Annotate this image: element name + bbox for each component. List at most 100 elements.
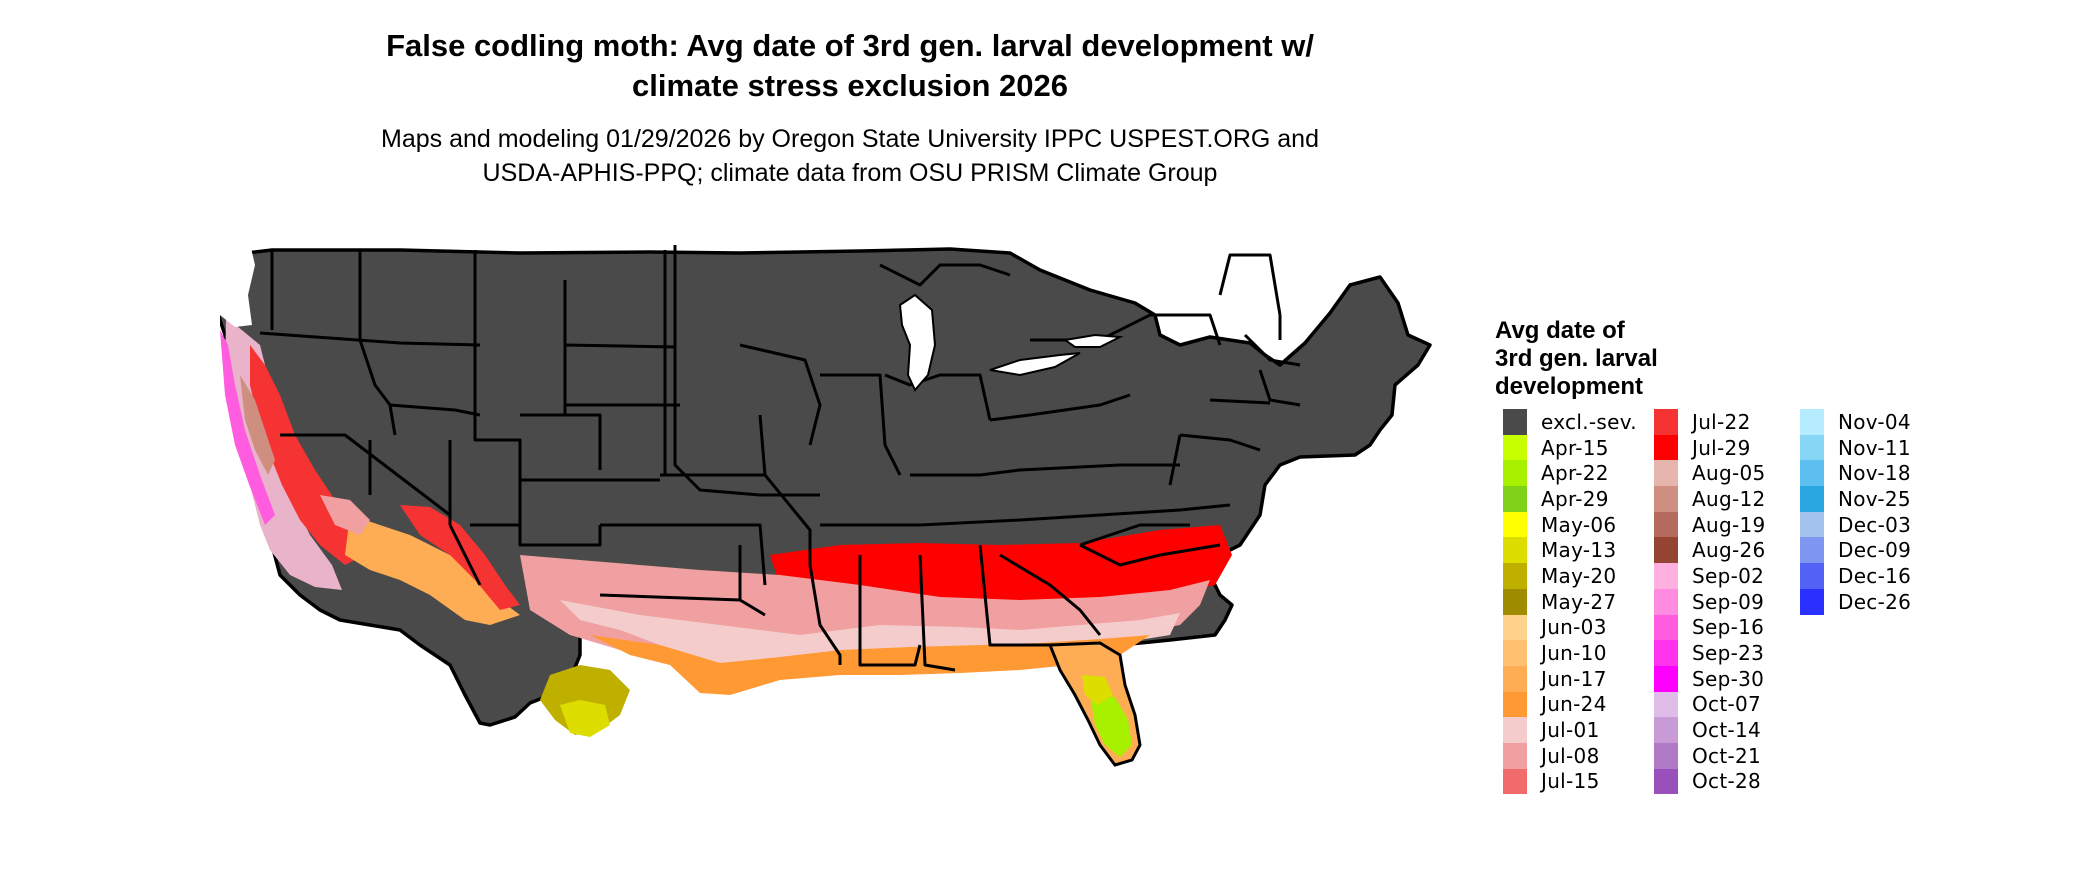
legend-column-2: Jul-22 Jul-29 Aug-05 Aug-12 Aug-19 Aug-26 Sep-… <box>1654 409 1766 795</box>
legend-swatch <box>1503 742 1527 769</box>
legend-item: Jun-17 <box>1503 665 1637 692</box>
legend-swatch <box>1800 563 1824 589</box>
legend-label: May-13 <box>1541 538 1617 563</box>
legend-item: Jul-22 <box>1654 409 1766 435</box>
legend-swatch <box>1503 537 1527 564</box>
legend-swatch <box>1800 486 1824 512</box>
legend-item: Aug-12 <box>1654 486 1766 512</box>
legend-label: Oct-07 <box>1692 692 1762 717</box>
legend-item: Aug-05 <box>1654 460 1766 487</box>
legend-label: Jun-24 <box>1541 692 1607 717</box>
legend-item: Nov-18 <box>1800 460 1911 487</box>
legend-swatch <box>1654 434 1678 461</box>
legend-swatch <box>1654 563 1678 589</box>
title-line-2: climate stress exclusion 2026 <box>632 68 1068 103</box>
legend-swatch <box>1800 588 1824 615</box>
legend-swatch <box>1800 511 1824 538</box>
legend-label: Jul-29 <box>1692 435 1751 460</box>
legend-column-1: excl.-sev. Apr-15 Apr-22 Apr-29 May-06 May-13… <box>1503 409 1637 795</box>
legend-item: Sep-30 <box>1654 665 1766 692</box>
legend-item: Apr-22 <box>1503 460 1637 487</box>
south-excluded-patch <box>530 510 565 528</box>
legend-item: Jun-03 <box>1503 614 1637 641</box>
title-line-1: False codling moth: Avg date of 3rd gen.… <box>386 28 1314 63</box>
legend-swatch <box>1654 640 1678 666</box>
legend-swatch <box>1654 486 1678 512</box>
legend-item: Apr-15 <box>1503 434 1637 461</box>
legend-item: Oct-07 <box>1654 691 1766 718</box>
legend-title: Avg date of 3rd gen. larval development <box>1495 317 1735 401</box>
legend-item: Oct-28 <box>1654 768 1766 795</box>
south-red-band <box>770 525 1232 603</box>
southwest-red <box>400 505 520 610</box>
legend-item: May-27 <box>1503 588 1637 615</box>
legend-item: Sep-09 <box>1654 588 1766 615</box>
legend-label: Aug-19 <box>1692 512 1766 537</box>
florida-south-green <box>1090 695 1132 757</box>
legend-label: Dec-16 <box>1838 563 1912 588</box>
us-map-svg <box>220 233 1432 767</box>
legend-label: Sep-16 <box>1692 615 1765 640</box>
legend-title-line-2: 3rd gen. larval <box>1495 345 1658 372</box>
lake-erie <box>989 352 1081 377</box>
legend-item: Jun-24 <box>1503 691 1637 718</box>
legend-swatch <box>1654 742 1678 769</box>
map-subtitle: Maps and modeling 01/29/2026 by Oregon S… <box>300 122 1400 190</box>
legend-item: Sep-02 <box>1654 563 1766 589</box>
legend-swatch <box>1503 640 1527 666</box>
legend-title-line-1: Avg date of <box>1495 317 1625 344</box>
map-title: False codling moth: Avg date of 3rd gen.… <box>300 26 1400 106</box>
legend-swatch <box>1654 717 1678 743</box>
legend-label: Jul-22 <box>1692 409 1751 434</box>
legend-item: Nov-11 <box>1800 434 1911 461</box>
legend-swatch <box>1800 460 1824 487</box>
legend-swatch <box>1503 691 1527 718</box>
legend-swatch <box>1503 409 1527 435</box>
legend-label: Apr-22 <box>1541 461 1609 486</box>
legend-item: Sep-16 <box>1654 614 1766 641</box>
legend-label: Aug-05 <box>1692 461 1766 486</box>
legend-item: Dec-26 <box>1800 588 1911 615</box>
legend-label: May-06 <box>1541 512 1617 537</box>
legend-swatch <box>1503 434 1527 461</box>
legend-swatch <box>1654 614 1678 641</box>
legend-label: excl.-sev. <box>1541 409 1637 434</box>
legend-swatch <box>1503 665 1527 692</box>
legend-label: Aug-26 <box>1692 538 1766 563</box>
legend-label: Sep-09 <box>1692 589 1765 614</box>
florida-south-yellow <box>1082 675 1113 705</box>
legend-item: Jun-10 <box>1503 640 1637 666</box>
southwest-desert <box>345 515 520 625</box>
california-mauve <box>240 375 275 475</box>
south-light-pink-band <box>560 600 1180 675</box>
legend-title-line-3: development <box>1495 373 1644 400</box>
state-borders <box>259 245 1301 672</box>
legend-swatch <box>1654 588 1678 615</box>
legend-item: Aug-19 <box>1654 511 1766 538</box>
legend-item: Dec-16 <box>1800 563 1911 589</box>
legend-swatch <box>1654 537 1678 564</box>
legend-item: Nov-25 <box>1800 486 1911 512</box>
us-map <box>220 225 1460 895</box>
legend-label: Jul-15 <box>1541 769 1600 794</box>
legend-swatch <box>1654 691 1678 718</box>
legend-label: Apr-29 <box>1541 486 1609 511</box>
legend-item: Oct-21 <box>1654 742 1766 769</box>
legend-label: Jun-10 <box>1541 641 1607 666</box>
subtitle-line-1: Maps and modeling 01/29/2026 by Oregon S… <box>381 125 1319 153</box>
legend-item: Apr-29 <box>1503 486 1637 512</box>
texas-coast-yellow <box>560 700 610 737</box>
legend-swatch <box>1503 460 1527 487</box>
legend-item: Dec-09 <box>1800 537 1912 564</box>
legend-label: Sep-30 <box>1692 666 1765 691</box>
california-magenta-edge <box>220 330 275 525</box>
legend-label: Dec-09 <box>1838 538 1912 563</box>
legend-label: Aug-12 <box>1692 486 1766 511</box>
legend-swatch <box>1654 665 1678 692</box>
legend-item: Nov-04 <box>1800 409 1911 435</box>
legend-item: May-06 <box>1503 511 1637 538</box>
legend-swatch <box>1503 563 1527 589</box>
legend-swatch <box>1503 588 1527 615</box>
legend-item: Oct-14 <box>1654 717 1766 743</box>
pacific-nw-coast <box>220 233 255 327</box>
